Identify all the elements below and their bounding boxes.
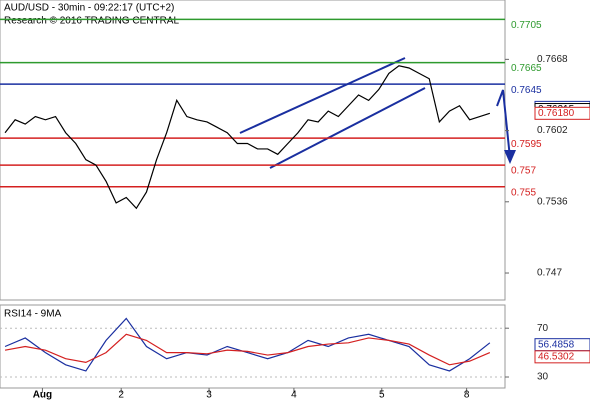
chart-title: AUD/USD - 30min - 09:22:17 (UTC+2) [4, 3, 174, 14]
chart-subtitle: Research © 2016 TRADING CENTRAL [4, 16, 179, 27]
y-tick-label: 0.7536 [537, 196, 568, 207]
price-line [4, 333, 491, 366]
level-label: 0.7645 [511, 85, 542, 96]
price-box [534, 350, 590, 364]
y-tick-label: 0.747 [537, 268, 562, 279]
forecast-arrow [496, 89, 511, 159]
x-tick-label: 4 [291, 390, 297, 400]
level-label: 0.7705 [511, 20, 542, 31]
price-box-label: 46.5302 [538, 351, 575, 362]
level-label: 0.7595 [511, 139, 542, 150]
x-tick-label: 3 [206, 390, 212, 400]
price-box [534, 106, 590, 120]
x-tick-label: Aug [33, 390, 52, 400]
rsi-frame [0, 304, 506, 389]
y-tick-label: 30 [537, 372, 549, 383]
price-box-label: 0.76180 [538, 108, 575, 119]
arrow-head [504, 150, 516, 164]
y-tick-label: 70 [537, 323, 549, 334]
price-line [4, 65, 491, 210]
x-tick-label: 8 [464, 390, 470, 400]
rsi-title: RSI14 - 9MA [4, 309, 62, 320]
price-frame [0, 0, 506, 301]
y-tick-label: 0.7668 [537, 54, 568, 65]
level-label: 0.757 [511, 166, 536, 177]
price-line [4, 317, 491, 372]
channel-line [239, 57, 406, 134]
channel-line [269, 87, 426, 169]
level-label: 0.755 [511, 187, 536, 198]
y-tick-label: 0.7602 [537, 125, 568, 136]
level-label: 0.7665 [511, 63, 542, 74]
x-tick-label: 5 [379, 390, 385, 400]
price-box-label: 56.4858 [538, 339, 575, 350]
x-tick-label: 2 [118, 390, 124, 400]
